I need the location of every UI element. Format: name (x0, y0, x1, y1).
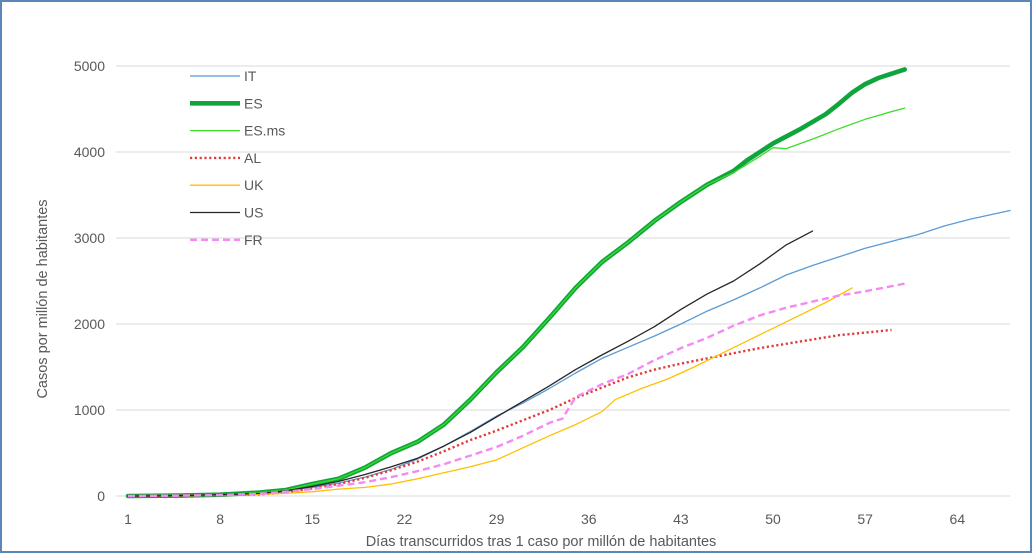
x-tick-label: 36 (581, 511, 597, 527)
x-tick-label: 64 (950, 511, 966, 527)
y-tick-label: 3000 (74, 230, 105, 246)
legend-label: US (244, 205, 263, 221)
y-tick-label: 1000 (74, 402, 105, 418)
series-lines (125, 67, 1011, 499)
y-tick-label: 5000 (74, 58, 105, 74)
x-tick-label: 15 (305, 511, 321, 527)
series-line-es-ms (127, 107, 906, 497)
series-line-al (127, 328, 892, 498)
x-tick-label: 1 (124, 511, 132, 527)
y-tick-label: 2000 (74, 316, 105, 332)
y-tick-label: 4000 (74, 144, 105, 160)
x-tick-label: 50 (765, 511, 781, 527)
series-line-it (127, 209, 1011, 497)
y-axis-ticks: 0 1000 2000 3000 4000 5000 (74, 58, 105, 504)
series-line-uk (127, 287, 853, 497)
x-axis-label: Días transcurridos tras 1 caso por milló… (366, 534, 717, 550)
gridlines (116, 65, 1010, 497)
legend-label: IT (244, 68, 257, 84)
legend-label: FR (244, 232, 263, 248)
legend-label: ES.ms (244, 123, 285, 139)
legend-label: UK (244, 177, 264, 193)
x-tick-label: 8 (216, 511, 224, 527)
legend-label: AL (244, 150, 261, 166)
x-tick-label: 43 (673, 511, 689, 527)
x-tick-label: 22 (397, 511, 413, 527)
x-tick-label: 57 (857, 511, 873, 527)
x-axis-ticks: 1 8 15 22 29 36 43 50 57 64 (124, 511, 965, 527)
y-axis-label: Casos por millón de habitantes (35, 199, 51, 398)
y-tick-label: 0 (97, 488, 105, 504)
series-line-fr (127, 282, 905, 498)
legend: IT ES ES.ms AL UK US FR (190, 68, 285, 248)
x-tick-label: 29 (489, 511, 505, 527)
legend-label: ES (244, 95, 263, 111)
